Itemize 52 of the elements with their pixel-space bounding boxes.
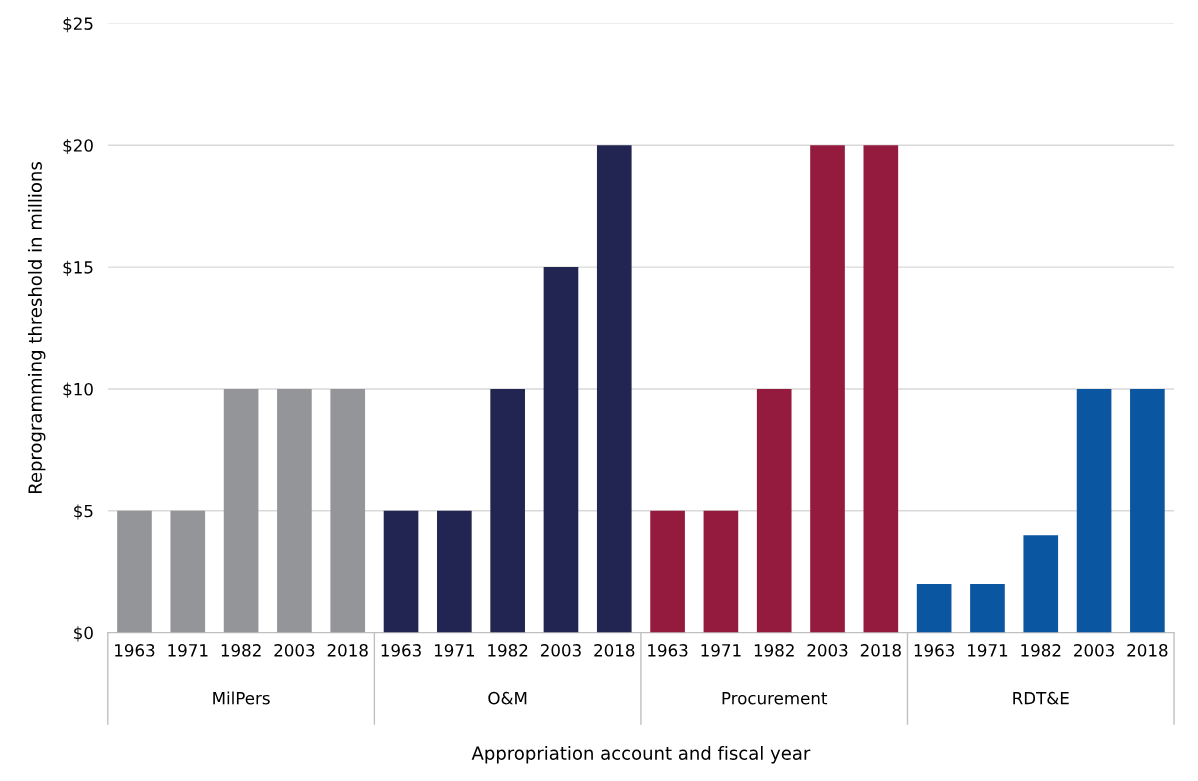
bar (756, 388, 792, 633)
bar (810, 145, 845, 633)
x-tick-label: 1982 (1021, 644, 1061, 657)
bar (543, 267, 579, 633)
x-tick-label: 2003 (274, 644, 315, 657)
bar (330, 388, 366, 633)
x-tick-label: 1963 (648, 644, 688, 657)
bar (596, 145, 632, 633)
x-tick-label: 1963 (381, 644, 421, 657)
bar (650, 510, 685, 633)
bar (170, 510, 206, 633)
bar (117, 510, 152, 633)
y-tick-label: $0 (74, 626, 93, 642)
y-tick-label: $15 (63, 260, 93, 276)
bar (1130, 388, 1165, 633)
x-tick-label: 1982 (754, 644, 794, 657)
bar (223, 388, 259, 633)
bar (703, 510, 739, 633)
bar (277, 388, 312, 633)
x-tick-label: 1971 (968, 644, 1008, 657)
x-axis-title: Appropriation account and fiscal year (471, 745, 811, 764)
x-tick-label: 2003 (540, 644, 581, 657)
x-tick-label: 1971 (168, 644, 208, 657)
bar (1023, 535, 1059, 633)
text: O&M (488, 691, 527, 705)
x-tick-label: 2003 (1074, 644, 1114, 657)
bar (863, 145, 899, 633)
x-tick-label: 1982 (488, 644, 528, 657)
x-tick-label: 2018 (860, 644, 901, 657)
x-tick-label: 1963 (914, 644, 955, 657)
x-tick-label: 1963 (115, 644, 155, 657)
x-tick-label: 2018 (327, 644, 368, 657)
x-tick-label: 1971 (434, 644, 475, 657)
text: MilPers (213, 691, 270, 705)
y-tick-label: $5 (74, 504, 93, 520)
text: Procurement (722, 692, 828, 705)
y-tick-label: $25 (63, 17, 93, 33)
bar (916, 583, 952, 633)
text: RDT&E (1013, 691, 1069, 705)
x-tick-label: 2018 (1127, 644, 1168, 657)
bar (437, 510, 472, 633)
x-tick-label: 1971 (701, 644, 741, 657)
bar (1076, 388, 1112, 633)
x-tick-label: 2018 (594, 644, 635, 657)
bar (490, 388, 525, 633)
y-axis-title: Reprogramming threshold in millions (27, 162, 46, 494)
bar (970, 583, 1005, 633)
y-tick-label: $10 (63, 382, 93, 398)
y-tick-label: $20 (63, 138, 93, 155)
x-tick-label: 1982 (221, 644, 261, 657)
x-tick-label: 2003 (807, 644, 848, 657)
bar (383, 510, 419, 633)
